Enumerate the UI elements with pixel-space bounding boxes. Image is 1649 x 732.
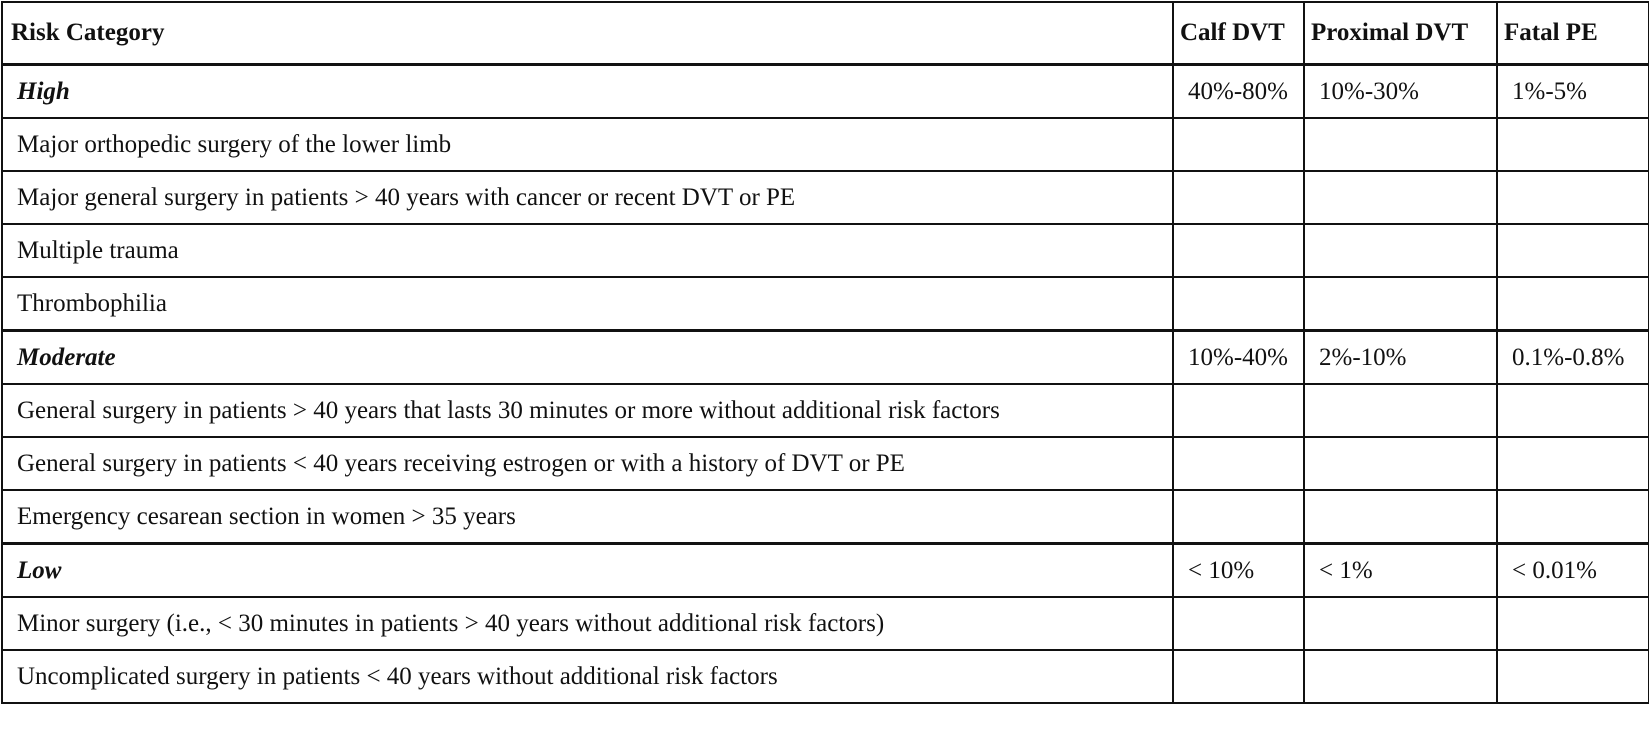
- empty-cell: [1172, 117, 1305, 172]
- empty-cell: [1303, 117, 1498, 172]
- item-label: General surgery in patients > 40 years t…: [1, 383, 1174, 438]
- item-label: Multiple trauma: [1, 223, 1174, 278]
- item-row: Minor surgery (i.e., < 30 minutes in pat…: [1, 596, 1649, 651]
- item-label: Major orthopedic surgery of the lower li…: [1, 117, 1174, 172]
- header-cell: Risk Category: [1, 1, 1174, 66]
- empty-cell: [1496, 117, 1649, 172]
- header-cell: Proximal DVT: [1303, 1, 1498, 66]
- empty-cell: [1496, 436, 1649, 491]
- category-row: Low < 10% < 1% < 0.01%: [1, 542, 1649, 598]
- risk-value: 0.1%-0.8%: [1496, 329, 1649, 385]
- category-label: High: [1, 63, 1174, 119]
- empty-cell: [1496, 649, 1649, 704]
- risk-value: 2%-10%: [1303, 329, 1498, 385]
- item-label: Major general surgery in patients > 40 y…: [1, 170, 1174, 225]
- item-label: Emergency cesarean section in women > 35…: [1, 489, 1174, 545]
- risk-value: 10%-30%: [1303, 63, 1498, 119]
- category-row: High 40%-80% 10%-30% 1%-5%: [1, 63, 1649, 119]
- header-cell: Fatal PE: [1496, 1, 1649, 66]
- empty-cell: [1172, 436, 1305, 491]
- table-body: High 40%-80% 10%-30% 1%-5% Major orthopedic …: [1, 63, 1649, 704]
- risk-value: < 1%: [1303, 542, 1498, 598]
- empty-cell: [1172, 649, 1305, 704]
- category-label: Moderate: [1, 329, 1174, 385]
- empty-cell: [1303, 223, 1498, 278]
- item-row: Emergency cesarean section in women > 35…: [1, 489, 1649, 545]
- empty-cell: [1172, 223, 1305, 278]
- empty-cell: [1496, 276, 1649, 332]
- empty-cell: [1303, 276, 1498, 332]
- empty-cell: [1303, 170, 1498, 225]
- risk-table: Risk Category Calf DVT Proximal DVT Fatal P…: [1, 1, 1649, 704]
- empty-cell: [1172, 383, 1305, 438]
- item-label: Minor surgery (i.e., < 30 minutes in pat…: [1, 596, 1174, 651]
- empty-cell: [1496, 223, 1649, 278]
- item-row: Thrombophilia: [1, 276, 1649, 332]
- category-row: Moderate 10%-40% 2%-10% 0.1%-0.8%: [1, 329, 1649, 385]
- category-label: Low: [1, 542, 1174, 598]
- empty-cell: [1303, 436, 1498, 491]
- risk-value: 40%-80%: [1172, 63, 1305, 119]
- empty-cell: [1303, 489, 1498, 545]
- empty-cell: [1496, 383, 1649, 438]
- empty-cell: [1496, 489, 1649, 545]
- empty-cell: [1172, 170, 1305, 225]
- item-row: Multiple trauma: [1, 223, 1649, 278]
- item-row: General surgery in patients < 40 years r…: [1, 436, 1649, 491]
- risk-value: 1%-5%: [1496, 63, 1649, 119]
- item-label: Uncomplicated surgery in patients < 40 y…: [1, 649, 1174, 704]
- empty-cell: [1172, 276, 1305, 332]
- item-label: Thrombophilia: [1, 276, 1174, 332]
- empty-cell: [1303, 649, 1498, 704]
- item-row: Major orthopedic surgery of the lower li…: [1, 117, 1649, 172]
- header-row: Risk Category Calf DVT Proximal DVT Fatal P…: [1, 1, 1649, 66]
- empty-cell: [1172, 489, 1305, 545]
- risk-value: < 0.01%: [1496, 542, 1649, 598]
- item-row: Major general surgery in patients > 40 y…: [1, 170, 1649, 225]
- empty-cell: [1172, 596, 1305, 651]
- empty-cell: [1303, 383, 1498, 438]
- header-cell: Calf DVT: [1172, 1, 1305, 66]
- empty-cell: [1303, 596, 1498, 651]
- item-row: General surgery in patients > 40 years t…: [1, 383, 1649, 438]
- empty-cell: [1496, 170, 1649, 225]
- empty-cell: [1496, 596, 1649, 651]
- item-label: General surgery in patients < 40 years r…: [1, 436, 1174, 491]
- risk-value: 10%-40%: [1172, 329, 1305, 385]
- risk-value: < 10%: [1172, 542, 1305, 598]
- item-row: Uncomplicated surgery in patients < 40 y…: [1, 649, 1649, 704]
